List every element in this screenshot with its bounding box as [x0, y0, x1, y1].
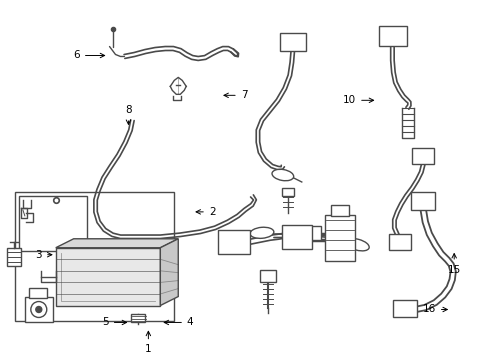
Text: 18: 18: [0, 359, 1, 360]
Polygon shape: [160, 239, 178, 306]
Bar: [281, 225, 311, 249]
Text: 5: 5: [102, 318, 126, 328]
Bar: [279, 32, 305, 50]
Text: 2: 2: [196, 207, 215, 217]
Bar: [294, 226, 320, 240]
Bar: [56, 248, 160, 306]
Text: 6: 6: [73, 50, 104, 60]
Text: 7: 7: [224, 90, 247, 100]
Text: 13: 13: [0, 359, 1, 360]
Bar: [411, 148, 433, 164]
Circle shape: [31, 302, 47, 318]
Bar: [25, 297, 53, 323]
Text: 14: 14: [0, 359, 1, 360]
Text: 17: 17: [0, 359, 1, 360]
Bar: [218, 230, 249, 254]
Bar: [260, 270, 275, 282]
Bar: [29, 288, 47, 298]
Bar: [131, 315, 145, 323]
Text: 4: 4: [164, 318, 193, 328]
Bar: [15, 192, 174, 321]
Ellipse shape: [249, 227, 273, 238]
Bar: [19, 196, 86, 251]
Polygon shape: [56, 239, 178, 248]
Bar: [330, 205, 348, 216]
Bar: [379, 26, 407, 45]
Bar: [388, 234, 410, 250]
Text: 1: 1: [145, 331, 151, 354]
Bar: [281, 188, 293, 196]
Text: 3: 3: [36, 250, 52, 260]
Ellipse shape: [345, 239, 368, 251]
Text: 12: 12: [0, 359, 1, 360]
Circle shape: [36, 306, 41, 312]
Text: 8: 8: [125, 105, 131, 124]
Text: 9: 9: [0, 359, 1, 360]
Text: 11: 11: [0, 359, 1, 360]
Ellipse shape: [271, 169, 293, 181]
Bar: [324, 215, 354, 261]
Text: 16: 16: [422, 305, 447, 315]
Text: 15: 15: [447, 253, 460, 275]
Text: 10: 10: [342, 95, 373, 105]
Bar: [7, 248, 21, 266]
Bar: [393, 300, 416, 318]
Bar: [410, 192, 434, 210]
